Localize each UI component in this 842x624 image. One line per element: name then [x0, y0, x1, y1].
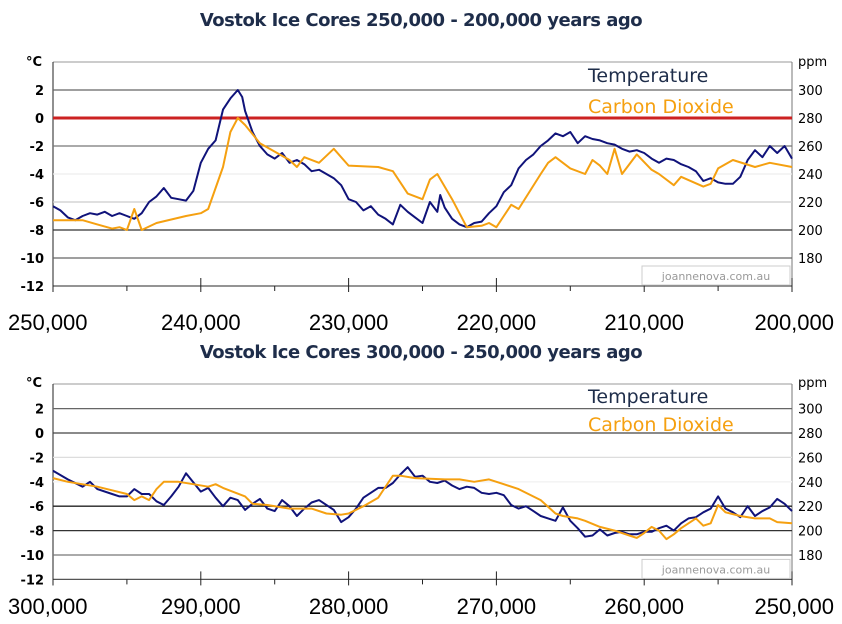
x-tick-label: 220,000	[457, 310, 537, 335]
chart-panel-2	[52, 383, 793, 586]
chart-title-top: Vostok Ice Cores 250,000 - 200,000 years…	[199, 10, 643, 31]
co2-series-line	[52, 474, 793, 541]
y-tick-label-right: 180	[798, 549, 823, 564]
y-tick-label-right: 280	[798, 112, 823, 127]
temperature-series-line	[52, 466, 793, 538]
y-tick-label-right: 180	[798, 252, 823, 267]
co2-series-line	[53, 117, 793, 231]
x-tick-label: 250,000	[754, 594, 834, 619]
y-tick-label-left: -2	[30, 451, 44, 466]
y-tick-label-left: -6	[30, 196, 44, 211]
y-tick-label-left: 0	[35, 427, 44, 442]
y-tick-label-right: 240	[798, 476, 823, 491]
y-tick-label-left: -6	[30, 500, 44, 515]
y-tick-label-right: 300	[798, 84, 823, 99]
y-tick-label-left: -10	[21, 252, 45, 267]
legend-temperature: Temperature	[587, 65, 708, 87]
x-tick-label: 260,000	[604, 594, 684, 619]
y-tick-label-left: 2	[35, 403, 44, 418]
y-tick-label-right: 300	[798, 403, 823, 418]
x-tick-label: 290,000	[161, 594, 241, 619]
y-tick-label-right: 220	[798, 196, 823, 211]
watermark-text: joannenova.com.au	[661, 270, 770, 283]
y-tick-label-left: -4	[30, 168, 44, 183]
y-tick-label-right: 240	[798, 168, 823, 183]
y-tick-label-right: 220	[798, 500, 823, 515]
y-axis-unit-left: °C	[26, 55, 42, 70]
y-tick-label-left: -12	[21, 573, 45, 588]
x-tick-label: 240,000	[161, 310, 241, 335]
y-tick-label-right: 280	[798, 427, 823, 442]
y-tick-label-left: -8	[30, 224, 44, 239]
y-tick-label-right: 200	[798, 525, 823, 540]
legend-carbon-dioxide: Carbon Dioxide	[588, 96, 734, 118]
y-axis-unit-right: ppm	[798, 376, 827, 391]
y-axis-unit-right: ppm	[798, 55, 827, 70]
chart-title-bottom: Vostok Ice Cores 300,000 - 250,000 years…	[199, 342, 643, 363]
x-tick-label: 210,000	[604, 310, 684, 335]
y-tick-label-left: 2	[35, 84, 44, 99]
watermark-text: joannenova.com.au	[661, 563, 770, 576]
legend-carbon-dioxide: Carbon Dioxide	[588, 414, 734, 436]
watermark-box	[641, 558, 791, 579]
y-tick-label-right: 200	[798, 224, 823, 239]
chart-panel-1	[52, 61, 793, 292]
y-tick-label-left: -2	[30, 140, 44, 155]
y-tick-label-right: 260	[798, 140, 823, 155]
y-tick-label-left: -8	[30, 525, 44, 540]
x-tick-label: 270,000	[457, 594, 537, 619]
x-tick-label: 300,000	[8, 594, 88, 619]
watermark-box	[641, 265, 791, 286]
y-axis-unit-left: °C	[26, 376, 42, 391]
y-tick-label-right: 260	[798, 451, 823, 466]
legend-temperature: Temperature	[587, 386, 708, 408]
x-tick-label: 280,000	[309, 594, 389, 619]
y-tick-label-left: -12	[21, 280, 45, 295]
y-tick-label-left: -4	[30, 476, 44, 491]
x-tick-label: 200,000	[754, 310, 834, 335]
y-tick-label-left: -10	[21, 549, 45, 564]
x-tick-label: 230,000	[309, 310, 389, 335]
temperature-series-line	[52, 89, 793, 229]
x-tick-label: 250,000	[8, 310, 88, 335]
y-tick-label-left: 0	[35, 112, 44, 127]
